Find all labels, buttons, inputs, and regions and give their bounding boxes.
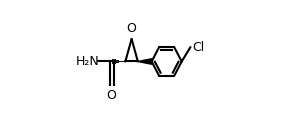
Text: O: O <box>127 22 136 35</box>
Text: O: O <box>107 89 116 102</box>
Text: H₂N: H₂N <box>76 55 99 68</box>
Text: Cl: Cl <box>192 41 205 54</box>
Polygon shape <box>138 59 152 64</box>
